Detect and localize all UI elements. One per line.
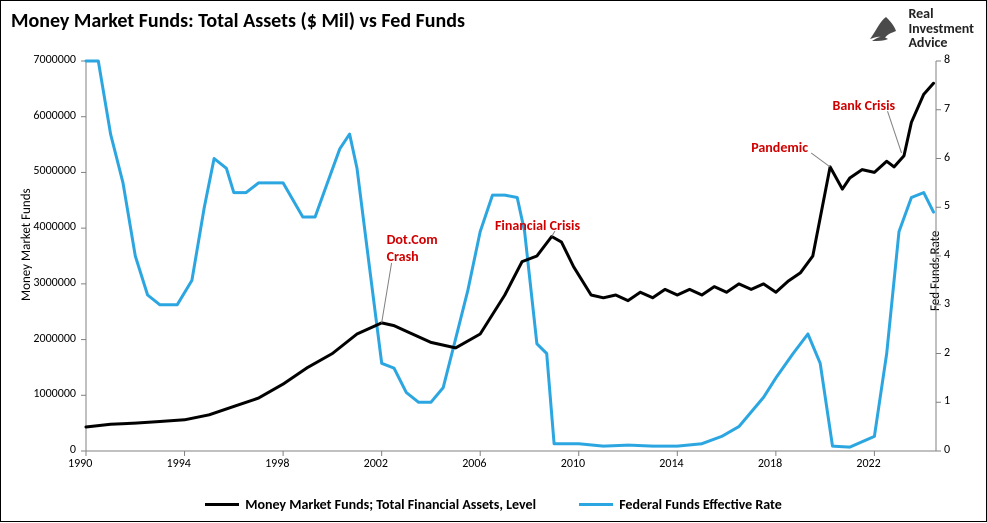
y-left-tick-label: 1000000	[33, 387, 76, 401]
y-left-tick-label: 7000000	[33, 53, 76, 67]
x-tick-label: 2010	[561, 457, 585, 471]
x-tick-label: 1990	[68, 457, 92, 471]
x-tick-label: 2014	[659, 457, 683, 471]
x-tick-label: 1998	[265, 457, 289, 471]
legend-label: Money Market Funds; Total Financial Asse…	[245, 496, 536, 513]
plot-area	[1, 1, 987, 523]
y-left-tick-label: 3000000	[33, 276, 76, 290]
y-right-tick-label: 7	[944, 102, 950, 116]
y-left-tick-label: 6000000	[33, 109, 76, 123]
y-left-tick-label: 2000000	[33, 332, 76, 346]
x-tick-label: 2006	[462, 457, 486, 471]
y-right-tick-label: 0	[944, 443, 950, 457]
legend-label: Federal Funds Effective Rate	[619, 496, 782, 513]
x-tick-label: 1994	[167, 457, 191, 471]
y-right-tick-label: 5	[944, 199, 950, 213]
y-left-tick-label: 5000000	[33, 164, 76, 178]
y-right-tick-label: 3	[944, 297, 950, 311]
legend-item-mmf: Money Market Funds; Total Financial Asse…	[205, 496, 536, 513]
y-right-tick-label: 6	[944, 151, 950, 165]
legend-swatch	[579, 503, 613, 506]
legend-item-fedfunds: Federal Funds Effective Rate	[579, 496, 782, 513]
y-right-tick-label: 8	[944, 53, 950, 67]
y-left-tick-label: 0	[70, 443, 76, 457]
y-right-tick-label: 1	[944, 394, 950, 408]
annotation-pandemic: Pandemic	[751, 139, 808, 156]
x-tick-label: 2002	[364, 457, 388, 471]
legend-swatch	[205, 503, 239, 506]
annotation-bankcrisis: Bank Crisis	[833, 97, 896, 114]
chart-container: Money Market Funds: Total Assets ($ Mil)…	[0, 0, 987, 522]
x-tick-label: 2022	[856, 457, 880, 471]
y-right-tick-label: 2	[944, 346, 950, 360]
y-left-tick-label: 4000000	[33, 220, 76, 234]
legend: Money Market Funds; Total Financial Asse…	[1, 493, 986, 513]
y-right-tick-label: 4	[944, 248, 950, 262]
annotation-financial: Financial Crisis	[495, 217, 580, 234]
x-tick-label: 2018	[758, 457, 782, 471]
annotation-dotcom: Dot.Com Crash	[387, 231, 438, 265]
